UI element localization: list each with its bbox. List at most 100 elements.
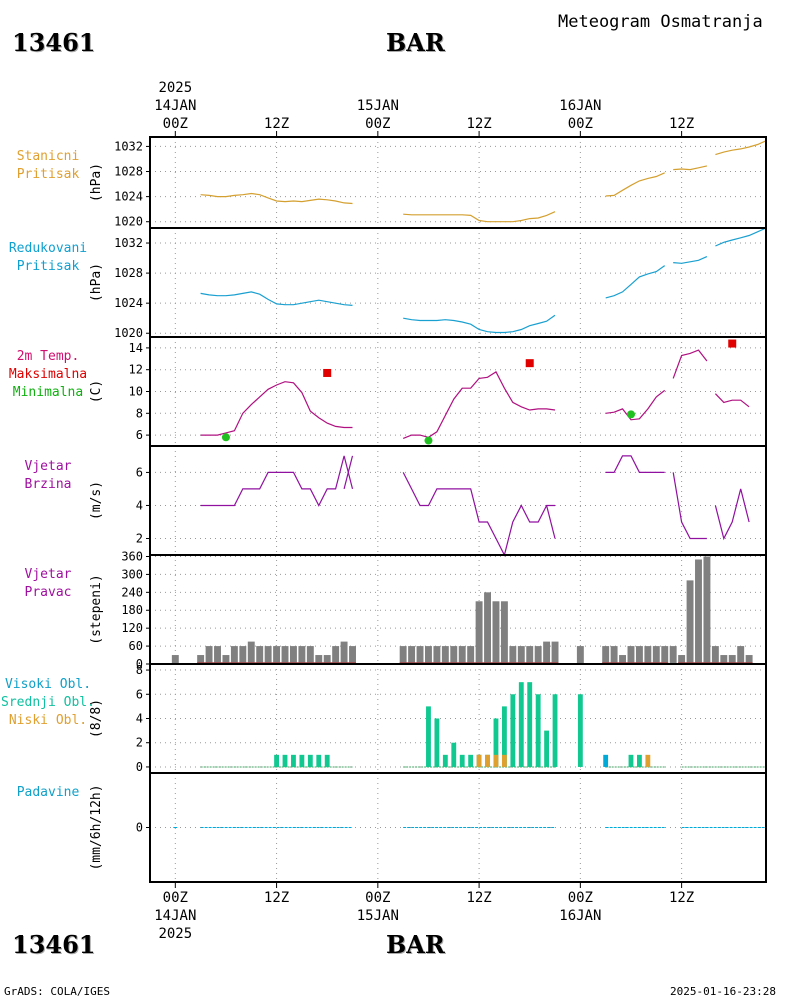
min-marker [221, 433, 230, 442]
cloud-bar [485, 754, 490, 767]
direction-bar [273, 646, 281, 664]
direction-bar [340, 641, 348, 664]
direction-bar [492, 601, 500, 664]
direction-bar [551, 641, 559, 664]
series-line [200, 192, 353, 205]
x-date-label-top: 15JAN [357, 98, 399, 114]
y-tick-label: 14 [129, 341, 143, 355]
direction-bar [281, 646, 289, 664]
x-year-label-bottom: 2025 [158, 926, 192, 942]
x-date-label-top: 14JAN [154, 98, 196, 114]
unit-label: (hPa) [89, 263, 104, 302]
cloud-bar [282, 754, 288, 767]
direction-bar [737, 646, 745, 664]
panel-frame [149, 445, 767, 556]
direction-bar [332, 646, 340, 664]
series-line [200, 291, 353, 306]
y-tick-label: 8 [136, 663, 143, 677]
direction-bar [467, 646, 475, 664]
unit-label: (C) [89, 380, 104, 403]
series-line [715, 227, 767, 247]
panel-brzina: 2 4 6 (m/s) Vjetar Brzina [25, 445, 767, 557]
panel-label: Visoki Obl. [5, 677, 91, 692]
x-tick-label-bottom: 00Z [365, 890, 390, 906]
cloud-bar [291, 754, 296, 767]
direction-bar [602, 646, 610, 664]
cloud-bar [274, 754, 279, 767]
panel-temperatura: 6 8 10 12 14 (C) 2m Temp. Maksimalna Minimalna [9, 336, 767, 447]
x-date-label-bottom: 15JAN [357, 908, 399, 924]
direction-bar [526, 646, 534, 664]
panel-redukovani: 1020 1024 1028 1032 (hPa)Redukovani Pritisak [9, 227, 767, 340]
panel-label: Pritisak [17, 167, 80, 182]
y-tick-label: 360 [121, 549, 143, 563]
station-name-top: BAR [386, 28, 445, 57]
direction-bar [720, 655, 728, 664]
direction-bar [619, 655, 627, 664]
cloud-bar [510, 694, 516, 767]
cloud-bar [603, 754, 609, 767]
cloud-bar [434, 718, 440, 767]
panel-label: Padavine [17, 785, 80, 800]
direction-bar [686, 580, 694, 664]
y-tick-label: 6 [136, 428, 143, 442]
panel-label: Pravac [25, 585, 72, 600]
y-tick-label: 0 [136, 657, 143, 671]
y-tick-label: 0 [136, 760, 143, 774]
unit-label: (stepeni) [89, 574, 104, 644]
x-date-label-top: 16JAN [559, 98, 601, 114]
y-tick-label: 1020 [114, 326, 143, 340]
y-tick-label: 180 [121, 603, 143, 617]
direction-bar [484, 592, 491, 664]
direction-bar [745, 655, 753, 664]
footer-credit: GrADS: COLA/IGES [4, 985, 110, 998]
cloud-bar [501, 706, 507, 767]
direction-bar [610, 646, 618, 664]
panel-stanicni: 1020 1024 1028 1032 (hPa) Stanicni Pritisak [17, 136, 767, 229]
direction-bar [247, 641, 255, 664]
cloud-bar [527, 682, 533, 767]
direction-bar [644, 646, 652, 664]
direction-bar [306, 646, 314, 664]
panel-label: Stanicni [17, 149, 80, 164]
series-line [343, 455, 354, 490]
y-tick-label: 1024 [114, 190, 143, 204]
y-tick-label: 1032 [114, 139, 143, 153]
direction-bar [239, 646, 247, 664]
y-tick-label: 4 [136, 712, 143, 726]
panel-frame [149, 772, 767, 883]
series-line [200, 381, 353, 436]
direction-bar [576, 646, 584, 664]
unit-label: (m/s) [89, 481, 104, 520]
x-tick-label-bottom: 12Z [669, 890, 694, 906]
x-tick-label-top: 12Z [264, 116, 289, 132]
direction-bar [197, 655, 205, 664]
direction-bar [205, 646, 213, 664]
series-line [714, 393, 750, 408]
direction-bar [315, 655, 323, 664]
direction-bar [408, 646, 416, 664]
cloud-bar [316, 754, 322, 767]
direction-bar [627, 646, 635, 664]
cloud-bar [459, 754, 465, 767]
direction-bar [728, 655, 736, 664]
min-marker [424, 436, 433, 445]
series-line [672, 472, 707, 540]
cloud-bar [552, 694, 558, 767]
y-tick-label: 6 [136, 687, 143, 701]
y-tick-label: 6 [136, 465, 143, 479]
min-marker [626, 410, 635, 419]
x-year-label-top: 2025 [158, 80, 192, 96]
panel-label: Minimalna [13, 385, 83, 400]
direction-bar [171, 655, 179, 664]
direction-bar [475, 601, 483, 664]
direction-bar [433, 646, 441, 664]
direction-bar [214, 646, 221, 664]
station-id-bottom: 13461 [12, 930, 96, 959]
y-tick-label: 1028 [114, 165, 143, 179]
y-tick-label: 2 [136, 531, 143, 545]
cloud-bar [535, 694, 541, 767]
x-tick-label-top: 00Z [163, 116, 188, 132]
station-name-bottom: BAR [386, 930, 445, 959]
series-line [402, 472, 555, 557]
